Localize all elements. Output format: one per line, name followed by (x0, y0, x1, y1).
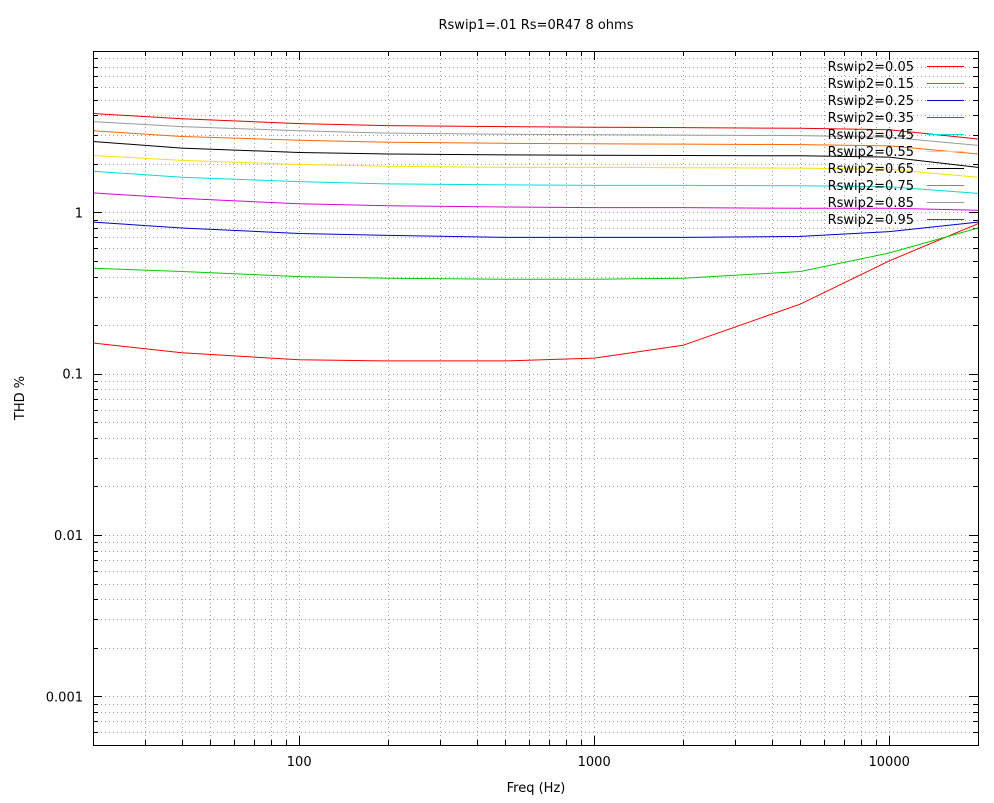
legend-label: Rswip2=0.85 (828, 196, 914, 211)
x-axis-label: Freq (Hz) (507, 781, 566, 796)
legend-label: Rswip2=0.25 (828, 94, 914, 109)
series-line-2 (92, 227, 979, 280)
series-line-3 (92, 221, 979, 238)
series-line-10 (92, 113, 979, 140)
legend-label: Rswip2=0.35 (828, 111, 914, 126)
legend-label: Rswip2=0.75 (828, 179, 914, 194)
y-tick-label: 0.1 (62, 368, 83, 383)
y-axis-label: THD % (13, 376, 28, 421)
y-tick-label: 0.001 (46, 690, 83, 705)
x-tick-label: 10000 (869, 755, 910, 770)
chart-title: Rswip1=.01 Rs=0R47 8 ohms (439, 18, 634, 33)
series-layer (92, 113, 979, 362)
series-line-5 (92, 170, 979, 194)
series-line-8 (92, 130, 979, 155)
legend-label: Rswip2=0.65 (828, 162, 914, 177)
y-tick-label: 0.01 (54, 529, 83, 544)
tick-layer: 100 1000 10000 0.001 0.01 0.1 1 (46, 51, 979, 770)
y-tick-label: 1 (75, 206, 83, 221)
series-line-4 (92, 192, 979, 211)
legend-label: Rswip2=0.55 (828, 145, 914, 160)
legend-label: Rswip2=0.05 (828, 60, 914, 75)
series-line-9 (92, 121, 979, 146)
series-line-1 (92, 223, 979, 362)
legend-label: Rswip2=0.15 (828, 77, 914, 92)
x-tick-label: 1000 (578, 755, 611, 770)
legend: Rswip2=0.05 Rswip2=0.15 Rswip2=0.25 Rswip2=… (828, 60, 964, 228)
legend-label: Rswip2=0.45 (828, 128, 914, 143)
plot-frame (93, 51, 979, 746)
series-line-7 (92, 141, 979, 168)
x-tick-label: 100 (287, 755, 312, 770)
legend-label: Rswip2=0.95 (828, 213, 914, 228)
series-line-6 (92, 155, 979, 178)
